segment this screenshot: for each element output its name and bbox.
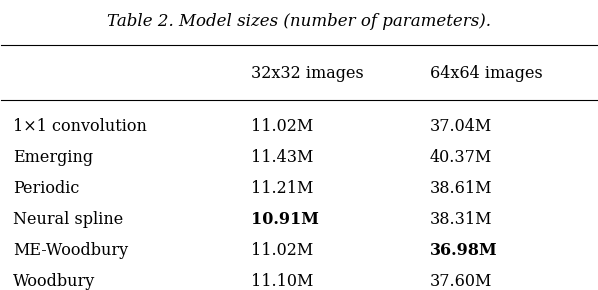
Text: 11.43M: 11.43M [251,149,314,166]
Text: Woodbury: Woodbury [13,273,96,290]
Text: Neural spline: Neural spline [13,211,124,228]
Text: 40.37M: 40.37M [430,149,492,166]
Text: 11.10M: 11.10M [251,273,314,290]
Text: Periodic: Periodic [13,180,80,197]
Text: ME-Woodbury: ME-Woodbury [13,242,129,259]
Text: 37.60M: 37.60M [430,273,492,290]
Text: 37.04M: 37.04M [430,118,492,135]
Text: Table 2. Model sizes (number of parameters).: Table 2. Model sizes (number of paramete… [107,13,491,30]
Text: 11.21M: 11.21M [251,180,314,197]
Text: Emerging: Emerging [13,149,93,166]
Text: 36.98M: 36.98M [430,242,498,259]
Text: 38.61M: 38.61M [430,180,492,197]
Text: 11.02M: 11.02M [251,242,313,259]
Text: 32x32 images: 32x32 images [251,66,364,82]
Text: 1×1 convolution: 1×1 convolution [13,118,147,135]
Text: 64x64 images: 64x64 images [430,66,543,82]
Text: 10.91M: 10.91M [251,211,319,228]
Text: 11.02M: 11.02M [251,118,313,135]
Text: 38.31M: 38.31M [430,211,492,228]
